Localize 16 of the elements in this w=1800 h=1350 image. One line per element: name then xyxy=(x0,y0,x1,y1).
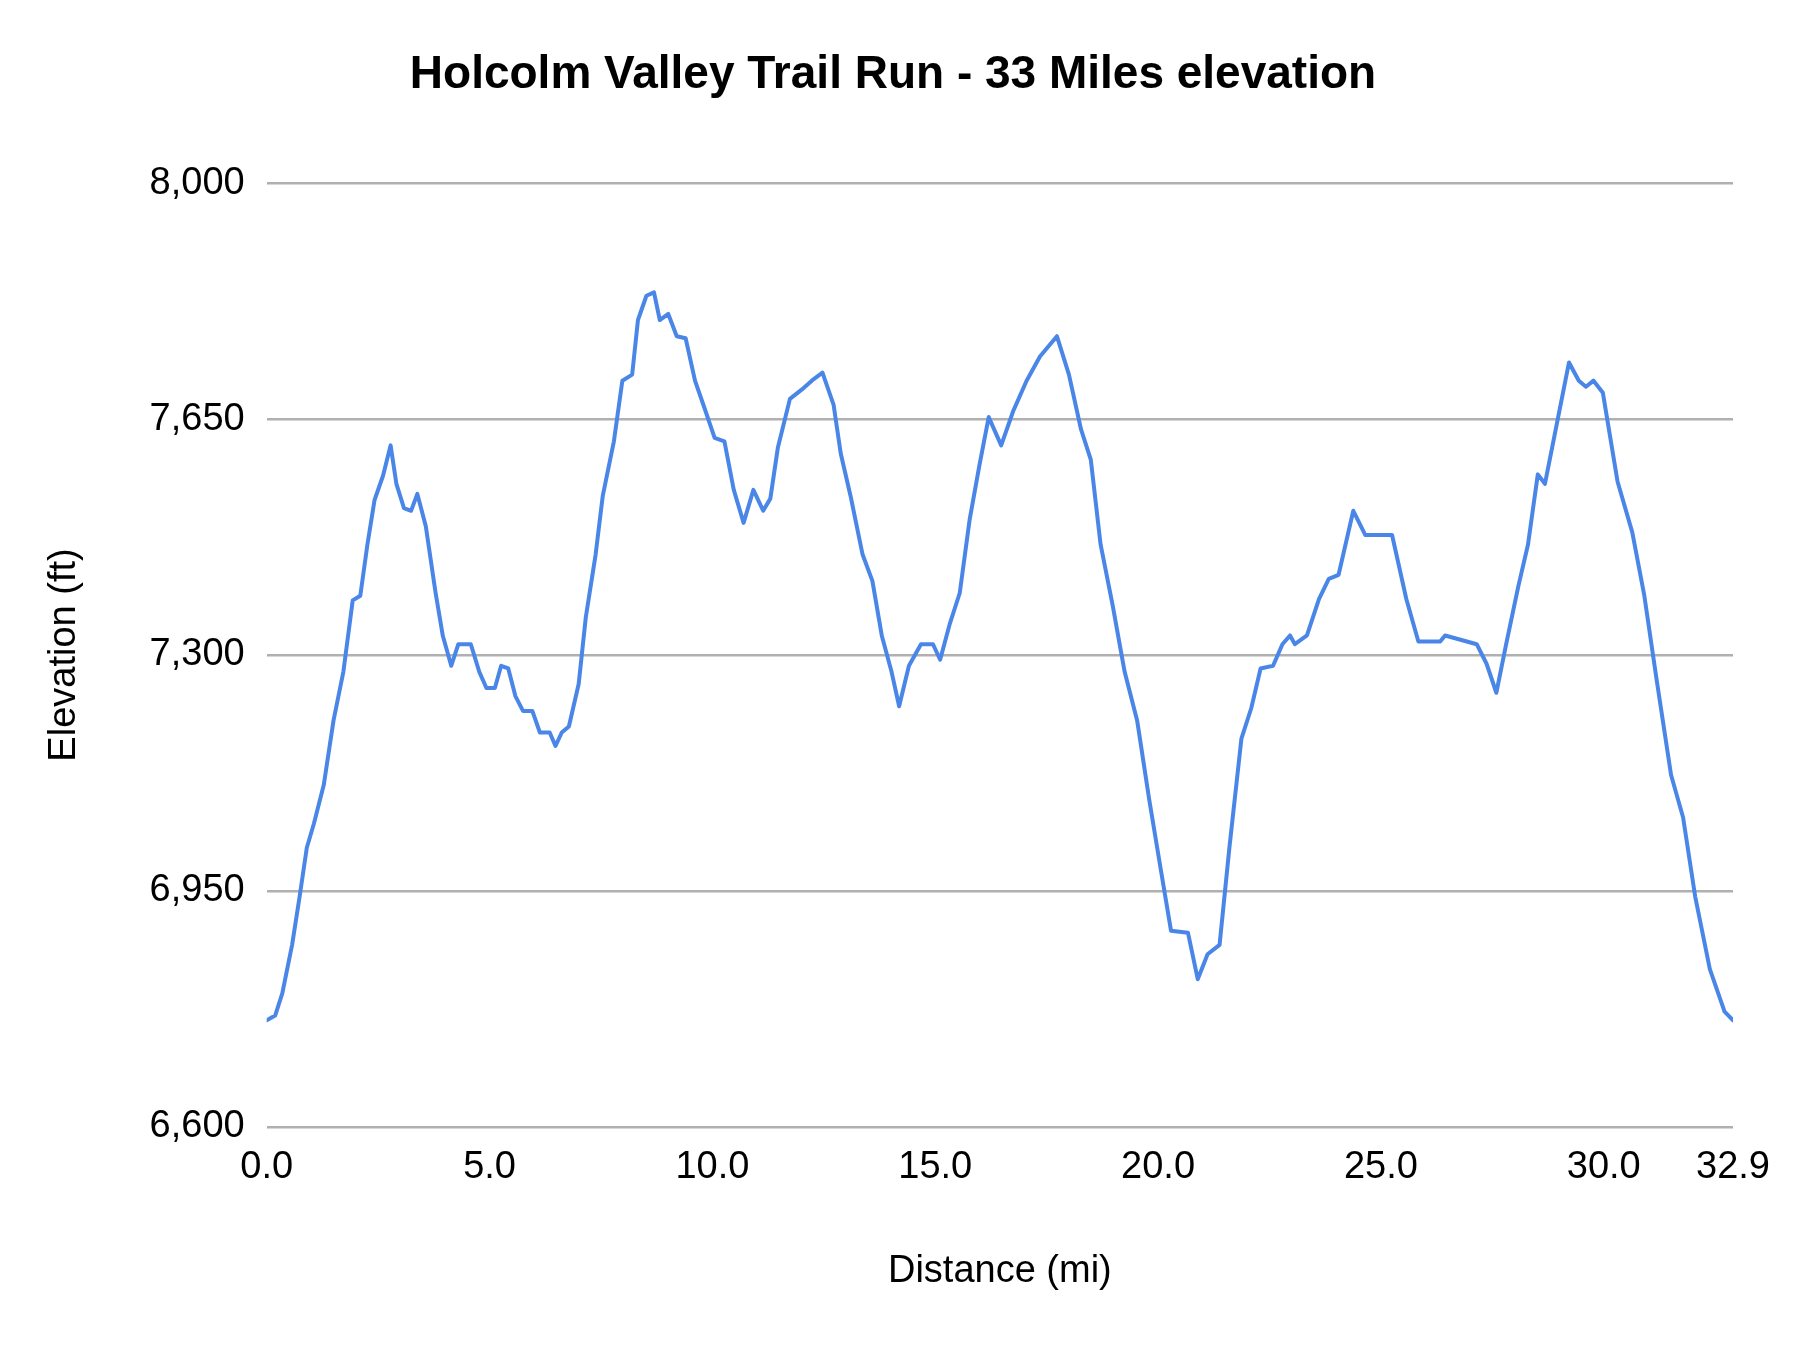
x-axis-title: Distance (mi) xyxy=(887,1247,1112,1290)
x-tick-label: 32.9 xyxy=(1696,1144,1770,1187)
x-tick-label: 15.0 xyxy=(898,1144,973,1187)
x-tick-label: 20.0 xyxy=(1121,1144,1196,1187)
x-tick-label: 10.0 xyxy=(675,1144,750,1187)
x-tick-label: 5.0 xyxy=(463,1144,516,1187)
y-tick-label: 7,650 xyxy=(149,395,245,438)
y-tick-label: 7,300 xyxy=(149,631,245,674)
y-tick-label: 6,950 xyxy=(149,867,245,910)
y-tick-label: 8,000 xyxy=(149,159,245,202)
x-tick-label: 30.0 xyxy=(1566,1144,1641,1187)
y-tick-label: 6,600 xyxy=(149,1103,245,1146)
y-axis-title: Elevation (ft) xyxy=(41,548,84,762)
chart-title: Holcolm Valley Trail Run - 33 Miles elevation xyxy=(409,46,1377,99)
x-tick-label: 25.0 xyxy=(1343,1144,1418,1187)
x-tick-label: 0.0 xyxy=(240,1144,294,1187)
